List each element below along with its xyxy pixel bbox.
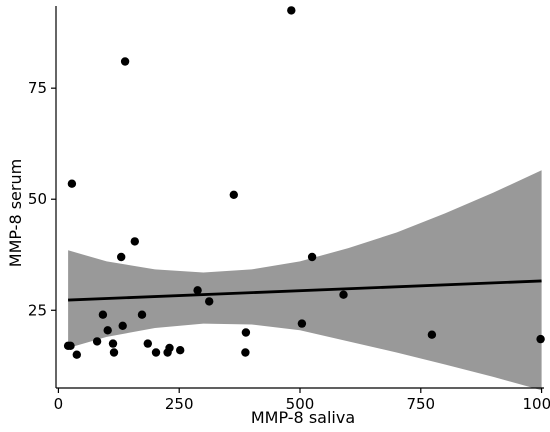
x-tick-label: 500 <box>286 395 315 413</box>
data-point <box>108 339 118 348</box>
data-point <box>297 319 307 328</box>
data-point <box>165 343 174 353</box>
x-tick-label: 250 <box>165 395 194 413</box>
data-point <box>120 57 130 66</box>
data-point <box>130 237 139 246</box>
data-point <box>427 330 437 339</box>
x-tick-label: 0 <box>54 395 64 413</box>
data-point <box>72 350 82 359</box>
data-point <box>241 348 250 357</box>
data-points-layer <box>63 6 545 359</box>
data-point <box>229 190 238 199</box>
data-point <box>143 339 152 348</box>
data-point <box>151 348 161 357</box>
confidence-band <box>68 170 542 391</box>
y-tick-label: 75 <box>28 79 47 97</box>
data-point <box>307 252 317 262</box>
confidence-band-layer <box>68 170 542 391</box>
data-point <box>536 334 545 344</box>
fit-line-layer <box>68 279 542 302</box>
axes-layer: 0 250 500 750 1000 25 50 75 <box>28 6 550 413</box>
data-point <box>287 6 296 15</box>
data-point <box>98 310 108 319</box>
y-tick-label: 50 <box>28 190 47 208</box>
x-axis-title: MMP-8 saliva <box>251 408 355 427</box>
data-point <box>205 297 214 306</box>
data-point <box>193 286 202 295</box>
data-point <box>67 179 77 188</box>
data-point <box>103 326 112 335</box>
data-point <box>241 328 251 337</box>
x-tick-label: 750 <box>406 395 435 413</box>
data-point <box>118 321 127 330</box>
regression-line <box>68 279 542 302</box>
data-point <box>339 290 348 299</box>
data-point <box>176 346 185 355</box>
data-point <box>109 348 119 357</box>
data-point <box>66 341 75 350</box>
x-tick-label: 1000 <box>522 395 550 413</box>
data-point <box>92 337 102 346</box>
y-axis-title: MMP-8 serum <box>6 159 25 267</box>
data-point <box>137 310 147 319</box>
data-point <box>117 252 126 262</box>
y-tick-label: 25 <box>28 301 47 319</box>
